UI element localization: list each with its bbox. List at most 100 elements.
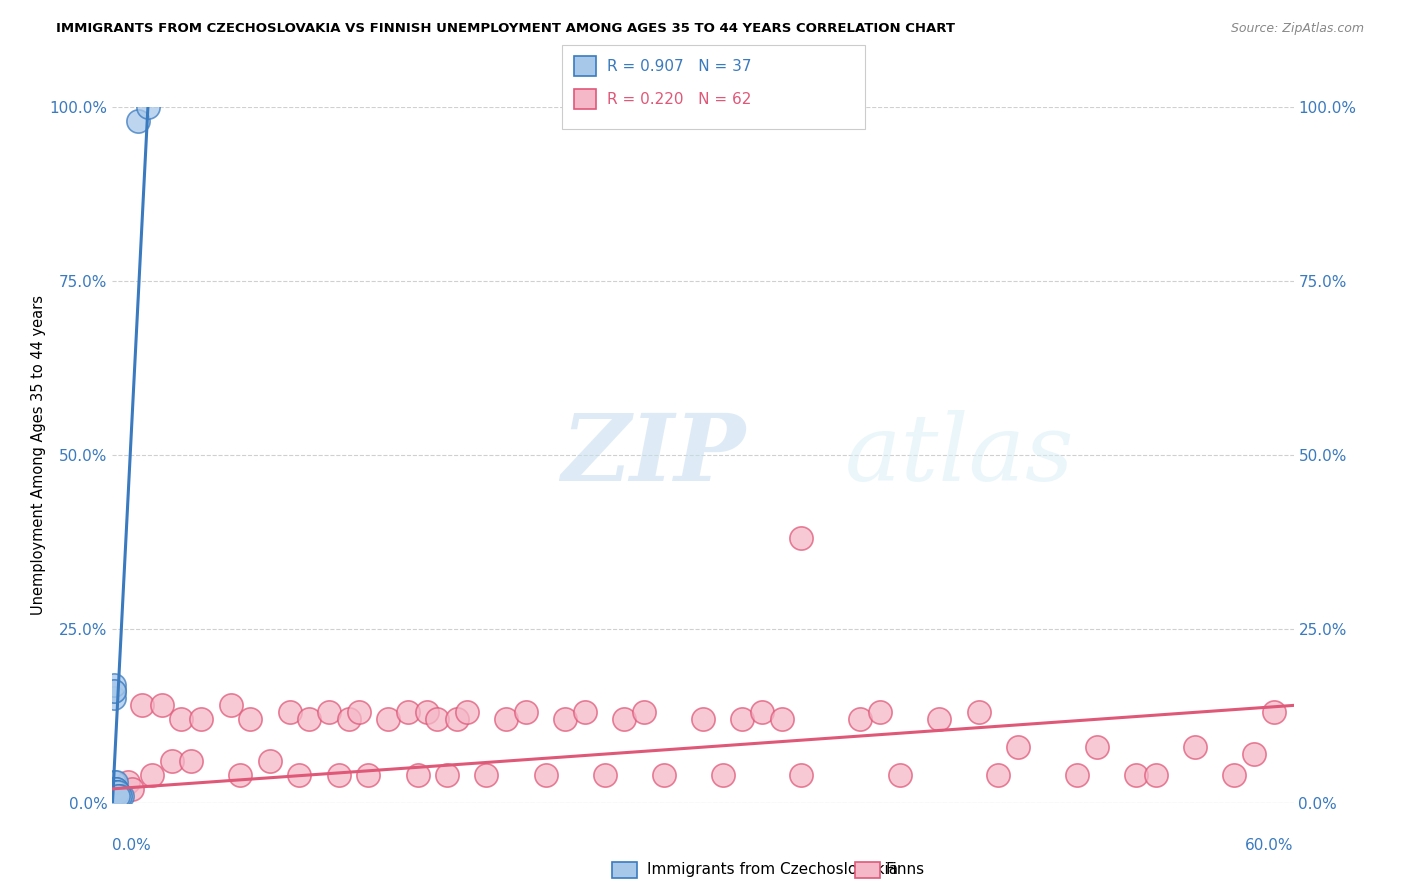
Point bbox=[515, 706, 537, 720]
Point bbox=[692, 712, 714, 726]
Point bbox=[103, 789, 125, 803]
Point bbox=[406, 768, 429, 782]
Point bbox=[105, 785, 128, 799]
Point bbox=[1263, 706, 1285, 720]
Text: R = 0.907   N = 37: R = 0.907 N = 37 bbox=[607, 60, 752, 74]
Point bbox=[790, 768, 813, 782]
Point bbox=[288, 768, 311, 782]
Point bbox=[554, 712, 576, 726]
Point bbox=[239, 712, 262, 726]
Text: Finns: Finns bbox=[886, 863, 925, 877]
Point bbox=[987, 768, 1010, 782]
Point bbox=[446, 712, 468, 726]
Point bbox=[110, 789, 132, 803]
Point bbox=[1085, 740, 1108, 755]
Point bbox=[751, 706, 773, 720]
Point bbox=[652, 768, 675, 782]
Point bbox=[103, 789, 125, 803]
Point bbox=[337, 712, 360, 726]
Point bbox=[328, 768, 350, 782]
Point bbox=[103, 789, 125, 803]
Point bbox=[278, 706, 301, 720]
Point bbox=[889, 768, 911, 782]
Point bbox=[131, 698, 153, 713]
Point bbox=[1243, 747, 1265, 761]
Point bbox=[229, 768, 252, 782]
Point bbox=[357, 768, 380, 782]
Point bbox=[426, 712, 449, 726]
Point bbox=[416, 706, 439, 720]
Point bbox=[318, 706, 340, 720]
Point bbox=[190, 712, 212, 726]
Point bbox=[377, 712, 399, 726]
Point bbox=[1223, 768, 1246, 782]
Point bbox=[1007, 740, 1029, 755]
Point bbox=[967, 706, 990, 720]
Point bbox=[456, 706, 478, 720]
Point bbox=[103, 785, 125, 799]
Point bbox=[103, 781, 125, 796]
Point bbox=[770, 712, 793, 726]
Point bbox=[1066, 768, 1088, 782]
Point bbox=[298, 712, 321, 726]
Point bbox=[103, 789, 125, 803]
Point bbox=[117, 775, 139, 789]
Point bbox=[127, 114, 149, 128]
Point bbox=[849, 712, 872, 726]
Point bbox=[103, 789, 125, 803]
Point bbox=[105, 781, 128, 796]
Point bbox=[103, 789, 125, 803]
Text: atlas: atlas bbox=[845, 410, 1074, 500]
Point bbox=[1125, 768, 1147, 782]
Point bbox=[869, 706, 891, 720]
Point bbox=[1144, 768, 1167, 782]
Point bbox=[105, 781, 128, 796]
Point bbox=[105, 785, 128, 799]
Point bbox=[103, 789, 125, 803]
Point bbox=[711, 768, 734, 782]
Point bbox=[103, 789, 125, 803]
Point bbox=[103, 789, 125, 803]
Point bbox=[436, 768, 458, 782]
Point bbox=[731, 712, 754, 726]
Point bbox=[180, 754, 202, 768]
Point bbox=[160, 754, 183, 768]
Point bbox=[107, 781, 129, 796]
Point bbox=[103, 785, 125, 799]
Text: R = 0.220   N = 62: R = 0.220 N = 62 bbox=[607, 93, 752, 107]
Point bbox=[396, 706, 419, 720]
Point bbox=[103, 789, 125, 803]
Point bbox=[103, 789, 125, 803]
Point bbox=[150, 698, 173, 713]
Point bbox=[111, 789, 134, 803]
Point bbox=[613, 712, 636, 726]
Point bbox=[574, 706, 596, 720]
Point bbox=[259, 754, 281, 768]
Point bbox=[790, 532, 813, 546]
Point bbox=[103, 677, 125, 691]
Point bbox=[121, 781, 143, 796]
Point bbox=[495, 712, 517, 726]
Y-axis label: Unemployment Among Ages 35 to 44 years: Unemployment Among Ages 35 to 44 years bbox=[31, 295, 46, 615]
Point bbox=[103, 789, 125, 803]
Point bbox=[103, 684, 125, 698]
Point bbox=[347, 706, 370, 720]
Point bbox=[105, 781, 128, 796]
Point bbox=[633, 706, 655, 720]
Text: Immigrants from Czechoslovakia: Immigrants from Czechoslovakia bbox=[647, 863, 898, 877]
Point bbox=[141, 768, 163, 782]
Point bbox=[103, 691, 125, 706]
Point bbox=[475, 768, 498, 782]
Point bbox=[534, 768, 557, 782]
Point bbox=[136, 100, 159, 114]
Point bbox=[593, 768, 616, 782]
Text: 0.0%: 0.0% bbox=[112, 838, 152, 853]
Text: IMMIGRANTS FROM CZECHOSLOVAKIA VS FINNISH UNEMPLOYMENT AMONG AGES 35 TO 44 YEARS: IMMIGRANTS FROM CZECHOSLOVAKIA VS FINNIS… bbox=[56, 22, 955, 36]
Point bbox=[103, 684, 125, 698]
Point bbox=[928, 712, 950, 726]
Point bbox=[103, 781, 125, 796]
Point bbox=[1184, 740, 1206, 755]
Point bbox=[105, 785, 128, 799]
Point bbox=[107, 785, 129, 799]
Text: Source: ZipAtlas.com: Source: ZipAtlas.com bbox=[1230, 22, 1364, 36]
